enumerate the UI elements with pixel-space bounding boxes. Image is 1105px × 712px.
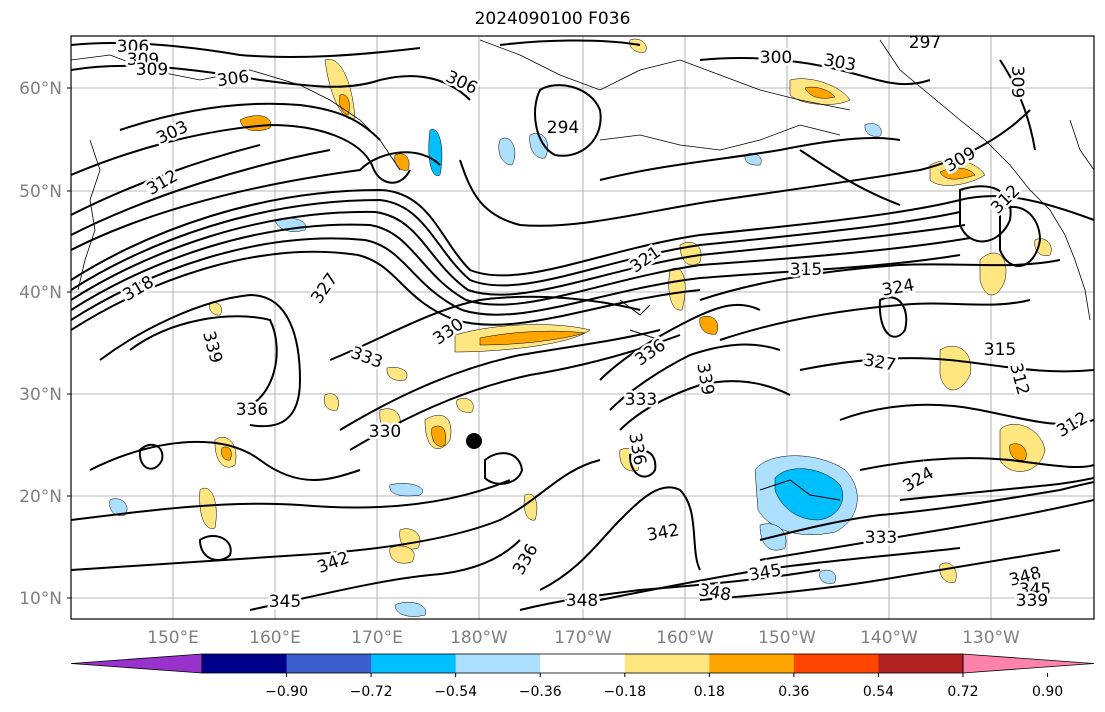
contour-label-halo: 309 — [127, 50, 159, 70]
contour-label-halo: 309 — [136, 60, 168, 80]
longitude-label: 130°W — [962, 628, 1020, 648]
colorbar-segment — [624, 654, 710, 673]
contour-label: 309 — [1007, 66, 1027, 98]
contour-label-halo: 294 — [547, 118, 579, 138]
longitude-label: 170°E — [351, 628, 403, 648]
colorbar-segment — [793, 654, 879, 673]
contour-label: 306 — [216, 67, 251, 91]
colorbar-segment — [709, 654, 795, 673]
colorbar — [70, 653, 1095, 674]
contour-label: 306 — [117, 37, 149, 57]
colorbar-segment — [371, 654, 457, 673]
storm-center-dot — [466, 433, 482, 449]
axis-ticks — [67, 87, 71, 599]
colorbar-extend-min — [70, 653, 203, 674]
colorbar-tick-label: −0.36 — [519, 684, 562, 700]
colorbar-tick-label: 0.36 — [778, 684, 809, 700]
longitude-label: 150°W — [758, 628, 816, 648]
contour-label: 300 — [760, 48, 792, 68]
contour-label-halo: 315 — [790, 260, 822, 280]
height-contours — [71, 39, 1094, 611]
contour-label: 333 — [865, 528, 897, 548]
latitude-label: 30°N — [19, 385, 62, 405]
latitude-label: 60°N — [19, 79, 62, 99]
map-background — [71, 36, 1094, 619]
contour-label-halo: 333 — [625, 390, 657, 410]
colorbar-tick-label: 0.54 — [863, 684, 894, 700]
contour-label: 294 — [547, 118, 579, 138]
contour-label: 348 — [566, 591, 598, 611]
latitude-label: 50°N — [19, 182, 62, 202]
map-title: 2024090100 F036 — [474, 9, 631, 29]
contour-label-halo: 309 — [1007, 66, 1027, 98]
longitude-label: 180°W — [450, 628, 508, 648]
map-frame — [70, 35, 1095, 620]
contour-label-halo: 345 — [269, 592, 301, 612]
contour-label-halo: 330 — [369, 422, 401, 442]
longitude-label: 150°E — [147, 628, 199, 648]
colorbar-tick-label: −0.72 — [350, 684, 393, 700]
contour-label: 315 — [790, 260, 822, 280]
contour-label-halo: 339 — [1016, 591, 1048, 611]
contour-label-halo: 315 — [984, 340, 1016, 360]
contour-label-halo: 345 — [1019, 580, 1051, 600]
contour-label: 315 — [984, 340, 1016, 360]
contour-label-halo: 348 — [566, 591, 598, 611]
contour-label-halo: 333 — [865, 528, 897, 548]
colorbar-tick-label: 0.72 — [947, 684, 978, 700]
longitude-label: 170°W — [554, 628, 612, 648]
contour-label: 330 — [369, 422, 401, 442]
contour-label: 336 — [236, 400, 268, 420]
thin-contours — [619, 299, 841, 501]
colorbar-segment — [878, 654, 964, 673]
colorbar-segment — [455, 654, 541, 673]
latitude-label: 10°N — [19, 589, 62, 609]
colorbar-extend-max — [962, 653, 1095, 674]
contour-label: 345 — [1019, 580, 1051, 600]
contour-label: 345 — [269, 592, 301, 612]
latitude-label: 20°N — [19, 487, 62, 507]
colorbar-segment — [540, 654, 626, 673]
contour-label: 309 — [136, 60, 168, 80]
contour-label: 339 — [1016, 591, 1048, 611]
colorbar-tick-label: −0.54 — [434, 684, 477, 700]
contour-label: 333 — [625, 390, 657, 410]
colorbar-frame — [201, 653, 964, 674]
colorbar-tick-label: −0.18 — [603, 684, 646, 700]
colorbar-tick-label: 0.90 — [1032, 684, 1063, 700]
graticule — [71, 36, 1094, 619]
longitude-label: 160°E — [249, 628, 301, 648]
contour-label-halo: 306 — [117, 37, 149, 57]
latitude-labels: 60°N 50°N 40°N 30°N 20°N 10°N — [19, 79, 62, 609]
contour-label-halo: 300 — [760, 48, 792, 68]
colorbar-tick-labels: −0.90 −0.72 −0.54 −0.36 −0.18 0.18 0.36 0.54 0.7… — [265, 673, 1063, 700]
contour-label: 297 — [909, 33, 941, 53]
contour-label-halo: 336 — [236, 400, 268, 420]
longitude-label: 160°W — [656, 628, 714, 648]
colorbar-segment — [286, 654, 372, 673]
contour-label: 309 — [127, 50, 159, 70]
contour-label-halo: 297 — [909, 33, 941, 53]
longitude-label: 140°W — [860, 628, 918, 648]
longitude-labels: 150°E 160°E 170°E 180°W 170°W 160°W 150°W 140°W… — [147, 628, 1020, 648]
colorbar-segment — [202, 654, 288, 673]
latitude-label: 40°N — [19, 283, 62, 303]
colorbar-tick-label: −0.90 — [265, 684, 308, 700]
colorbar-tick-label: 0.18 — [694, 684, 725, 700]
